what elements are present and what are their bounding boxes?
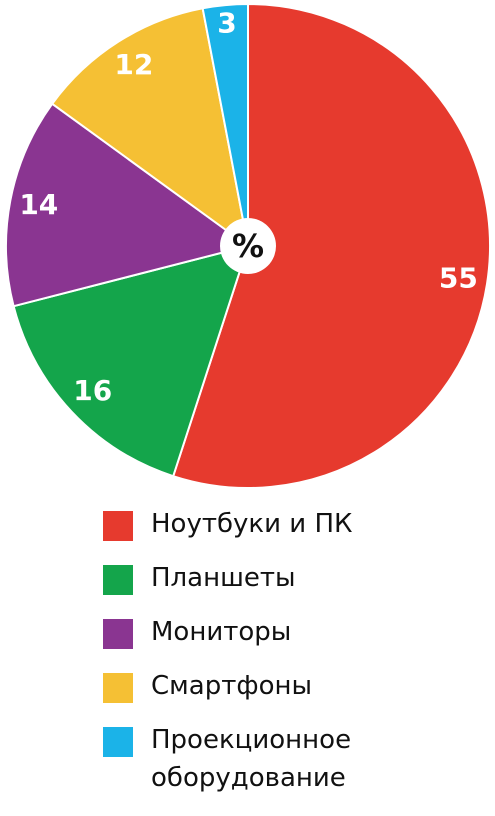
legend-swatch [103, 727, 133, 757]
legend-item: Мониторы [103, 616, 483, 651]
data-label: 16 [73, 374, 112, 407]
legend-item: Смартфоны [103, 670, 483, 705]
pie-slice [50, 7, 250, 249]
chart: 55 16 14 12 3% [5, 2, 491, 489]
pie-slice [12, 244, 250, 478]
pie-slice [171, 2, 491, 489]
legend-label: Смартфоны [151, 671, 313, 701]
legend-swatch [103, 619, 133, 649]
legend-item: Планшеты [103, 562, 483, 597]
data-label: 14 [19, 188, 58, 221]
legend-swatch [103, 511, 133, 541]
data-label: 55 [439, 261, 478, 294]
legend-item: Ноутбуки и ПК [103, 508, 483, 543]
legend-swatch [103, 565, 133, 595]
legend-item: Проекционное оборудование [103, 724, 483, 797]
center-label: % [232, 227, 264, 265]
data-label: 3 [217, 6, 236, 39]
legend: Ноутбуки и ПК Планшеты Мониторы Смартфоны Пр… [103, 508, 483, 816]
pie-slice [5, 102, 251, 308]
legend-label: Ноутбуки и ПК [151, 509, 353, 539]
legend-swatch [103, 673, 133, 703]
legend-label: Мониторы [151, 617, 292, 647]
legend-label: Планшеты [151, 563, 296, 593]
pie-slice [201, 2, 249, 247]
data-label: 12 [114, 48, 153, 81]
center-circle [220, 218, 276, 274]
legend-label: Проекционное оборудование [151, 725, 352, 793]
